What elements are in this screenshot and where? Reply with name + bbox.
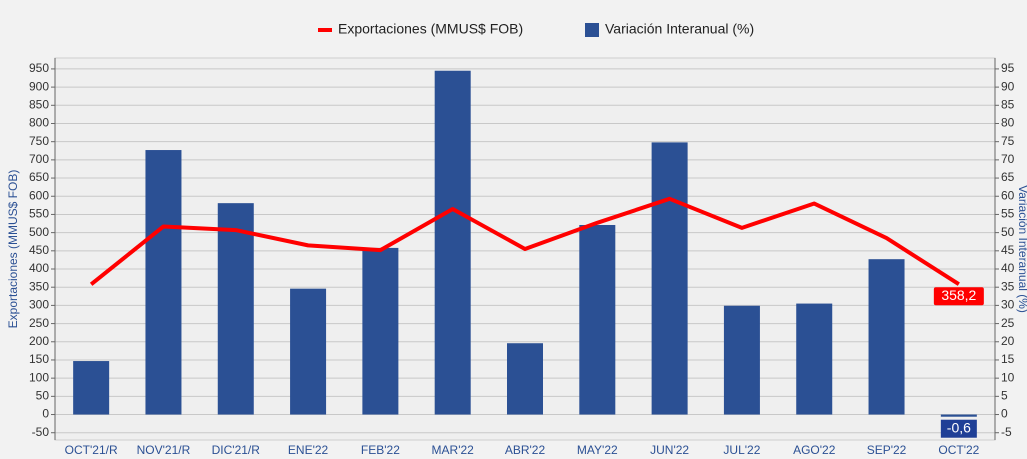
bar <box>290 288 327 415</box>
y2-tick-label: 15 <box>1001 352 1015 366</box>
x-tick-label: OCT'21/R <box>65 443 118 457</box>
y-tick-label: 200 <box>29 334 49 348</box>
y-tick-label: 250 <box>29 316 49 330</box>
y2-tick-label: 70 <box>1001 152 1015 166</box>
y-tick-label: 650 <box>29 170 49 184</box>
y2-axis-label: Variación Interanual (%) <box>1016 185 1027 313</box>
data-label: -0,6 <box>947 419 971 435</box>
y2-tick-label: 25 <box>1001 316 1015 330</box>
y2-tick-label: 80 <box>1001 116 1015 130</box>
line <box>89 196 960 286</box>
y-tick-label: 850 <box>29 97 49 111</box>
y2-tick-label: 50 <box>1001 225 1015 239</box>
y2-tick-label: 40 <box>1001 261 1015 275</box>
bar <box>723 305 760 415</box>
x-tick-label: SEP'22 <box>867 443 907 457</box>
y2-tick-label: 0 <box>1001 407 1008 421</box>
data-label-box <box>933 287 984 306</box>
y2-tick-label: 65 <box>1001 170 1015 184</box>
data-label: 358,2 <box>941 287 976 303</box>
bar <box>651 142 688 415</box>
bar <box>796 303 833 415</box>
y2-tick-label: 75 <box>1001 134 1015 148</box>
y2-tick-label: -5 <box>1001 425 1012 439</box>
y-tick-label: 0 <box>42 407 49 421</box>
y-tick-label: -50 <box>32 425 50 439</box>
y-tick-label: 700 <box>29 152 49 166</box>
y2-tick-label: 95 <box>1001 61 1015 75</box>
bar <box>217 203 254 415</box>
y-tick-label: 300 <box>29 298 49 312</box>
y-tick-label: 750 <box>29 134 49 148</box>
legend-swatch <box>585 23 599 37</box>
bar <box>940 414 977 417</box>
y2-tick-label: 45 <box>1001 243 1015 257</box>
x-tick-label: AGO'22 <box>793 443 836 457</box>
y-tick-label: 150 <box>29 352 49 366</box>
y-tick-label: 800 <box>29 116 49 130</box>
y-tick-label: 400 <box>29 261 49 275</box>
bar <box>507 343 543 415</box>
y2-tick-label: 60 <box>1001 188 1015 202</box>
y-tick-label: 100 <box>29 370 49 384</box>
y2-tick-label: 10 <box>1001 370 1015 384</box>
x-tick-label: DIC'21/R <box>212 443 261 457</box>
data-label-box <box>940 419 977 438</box>
bar <box>434 70 471 415</box>
bar <box>73 361 110 415</box>
y2-tick-label: 30 <box>1001 298 1015 312</box>
y-tick-label: 900 <box>29 79 49 93</box>
x-tick-label: OCT'22 <box>938 443 979 457</box>
y-tick-label: 500 <box>29 225 49 239</box>
y2-tick-label: 5 <box>1001 389 1008 403</box>
y-tick-label: 550 <box>29 207 49 221</box>
y-tick-label: 600 <box>29 188 49 202</box>
bar <box>145 150 182 415</box>
y-tick-label: 50 <box>36 389 50 403</box>
x-tick-label: JUL'22 <box>723 443 760 457</box>
bar <box>579 224 616 415</box>
x-tick-label: JUN'22 <box>650 443 689 457</box>
y-tick-label: 350 <box>29 279 49 293</box>
bar <box>362 247 399 415</box>
x-tick-label: MAY'22 <box>577 443 618 457</box>
x-tick-label: FEB'22 <box>361 443 400 457</box>
x-tick-label: NOV'21/R <box>137 443 191 457</box>
y2-tick-label: 20 <box>1001 334 1015 348</box>
y-tick-label: 450 <box>29 243 49 257</box>
legend-label: Exportaciones (MMUS$ FOB) <box>338 21 523 37</box>
legend-label: Variación Interanual (%) <box>605 21 754 37</box>
x-tick-label: ABR'22 <box>505 443 546 457</box>
y2-tick-label: 85 <box>1001 97 1015 111</box>
y-tick-label: 950 <box>29 61 49 75</box>
y-axis-label: Exportaciones (MMUS$ FOB) <box>6 170 20 329</box>
y2-tick-label: 55 <box>1001 207 1015 221</box>
y2-tick-label: 35 <box>1001 279 1015 293</box>
y2-tick-label: 90 <box>1001 79 1015 93</box>
x-tick-label: ENE'22 <box>288 443 329 457</box>
x-tick-label: MAR'22 <box>432 443 475 457</box>
bar <box>868 259 905 415</box>
